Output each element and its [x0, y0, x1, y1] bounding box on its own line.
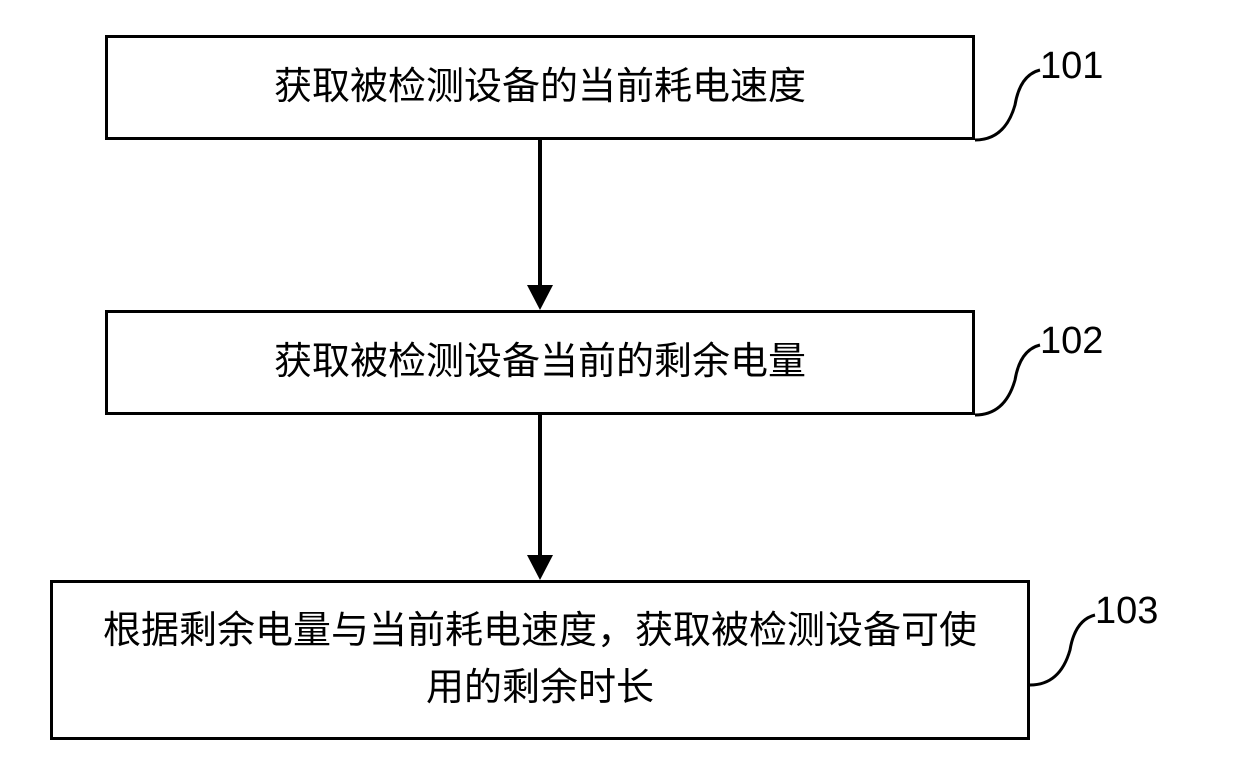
- flow-label-3-text: 103: [1095, 590, 1158, 632]
- curve-connector-1: [975, 65, 1045, 145]
- curve-connector-2: [975, 340, 1045, 420]
- flow-box-1-text: 获取被检测设备的当前耗电速度: [274, 59, 806, 116]
- flow-box-2: 获取被检测设备当前的剩余电量: [105, 310, 975, 415]
- arrow-head-1-2: [527, 285, 553, 310]
- flow-label-1-text: 101: [1040, 45, 1103, 87]
- flow-label-1: 101: [1040, 45, 1103, 88]
- flow-box-2-text: 获取被检测设备当前的剩余电量: [274, 334, 806, 391]
- flow-label-2: 102: [1040, 320, 1103, 363]
- arrow-head-2-3: [527, 555, 553, 580]
- flow-label-2-text: 102: [1040, 320, 1103, 362]
- arrow-2-3: [538, 415, 542, 560]
- flow-box-3-text: 根据剩余电量与当前耗电速度，获取被检测设备可使用的剩余时长: [93, 603, 987, 717]
- curve-connector-3: [1030, 610, 1100, 690]
- flow-label-3: 103: [1095, 590, 1158, 633]
- flow-box-3: 根据剩余电量与当前耗电速度，获取被检测设备可使用的剩余时长: [50, 580, 1030, 740]
- arrow-1-2: [538, 140, 542, 290]
- flowchart-container: 获取被检测设备的当前耗电速度 101 获取被检测设备当前的剩余电量 102 根据…: [0, 0, 1240, 783]
- flow-box-1: 获取被检测设备的当前耗电速度: [105, 35, 975, 140]
